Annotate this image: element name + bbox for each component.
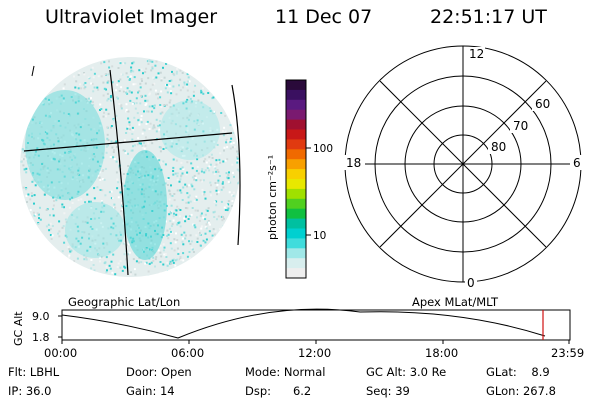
colorbar-band: [286, 159, 306, 170]
seq-field: Seq: 39: [366, 384, 410, 398]
instrument-title: Ultraviolet Imager: [45, 6, 218, 28]
colorbar-unit-label: photon cm⁻²s⁻¹: [266, 155, 279, 240]
colorbar-band: [286, 139, 306, 150]
mlt-label-0: 0: [467, 276, 475, 290]
colorbar-tick-10: 10: [313, 230, 326, 242]
altitude-y-max: 9.0: [32, 310, 50, 323]
colorbar-band: [286, 228, 306, 239]
colorbar-band: [286, 258, 306, 269]
colorbar-band: [286, 149, 306, 160]
gc-alt-field: GC Alt: 3.0 Re: [366, 365, 447, 379]
colorbar-band: [286, 80, 306, 91]
latitude-line: [23, 132, 233, 152]
longitude-line: [109, 69, 129, 276]
x-tick-label: 12:00: [298, 346, 331, 360]
altitude-panel: Geographic Lat/Lon Apex MLat/MLT GC Alt …: [12, 295, 584, 360]
glat-field: GLat: 8.9: [486, 365, 550, 379]
colorbar-band: [286, 89, 306, 101]
dsp-field: Dsp: 6.2: [245, 384, 312, 398]
colorbar-band: [286, 99, 306, 111]
colorbar-band: [286, 188, 306, 200]
colorbar-band: [286, 179, 306, 190]
colorbar-band: [286, 198, 306, 210]
colorbar-tick-100: 100: [313, 143, 333, 155]
altitude-frame: [61, 309, 571, 341]
glon-field: GLon: 267.8: [486, 384, 556, 398]
colorbar: 100 10 photon cm⁻²s⁻¹: [266, 79, 333, 279]
time-label: 22:51:17 UT: [430, 6, 547, 28]
altitude-axis-label: GC Alt: [12, 311, 25, 346]
ip-field: IP: 36.0: [8, 384, 52, 398]
lat-label-80: 80: [491, 140, 506, 154]
mlt-label-12: 12: [469, 47, 484, 61]
door-field: Door: Open: [126, 365, 192, 379]
polar-diagonal-2: [379, 80, 547, 248]
x-tick-label: 23:59: [551, 346, 584, 360]
edge-mark: [31, 65, 35, 77]
altitude-curve: [61, 308, 546, 339]
colorbar-frame: [285, 79, 307, 279]
altitude-y-min: 1.8: [32, 331, 50, 344]
x-tick-label: 00:00: [44, 346, 77, 360]
colorbar-band: [286, 109, 306, 121]
mode-field: Mode: Normal: [245, 365, 326, 379]
x-tick-label: 18:00: [425, 346, 458, 360]
gain-field: Gain: 14: [126, 384, 175, 398]
colorbar-band: [286, 119, 306, 130]
geographic-title: Geographic Lat/Lon: [68, 295, 180, 309]
date-label: 11 Dec 07: [275, 6, 373, 28]
polar-plot: [344, 45, 582, 283]
mlt-label-18: 18: [346, 156, 361, 170]
limb-line: [231, 84, 241, 246]
colorbar-band: [286, 208, 306, 220]
colorbar-band: [286, 248, 306, 259]
mlt-label-6: 6: [573, 156, 581, 170]
filter-field: Flt: LBHL: [8, 365, 60, 379]
colorbar-band: [286, 268, 306, 279]
colorbar-band: [286, 218, 306, 229]
x-tick-label: 06:00: [171, 346, 204, 360]
lat-label-70: 70: [513, 119, 528, 133]
lat-label-60: 60: [535, 97, 550, 111]
apex-title: Apex MLat/MLT: [412, 295, 499, 309]
colorbar-band: [286, 169, 306, 180]
uv-image: [20, 57, 241, 277]
colorbar-band: [286, 129, 306, 140]
colorbar-band: [286, 238, 306, 249]
